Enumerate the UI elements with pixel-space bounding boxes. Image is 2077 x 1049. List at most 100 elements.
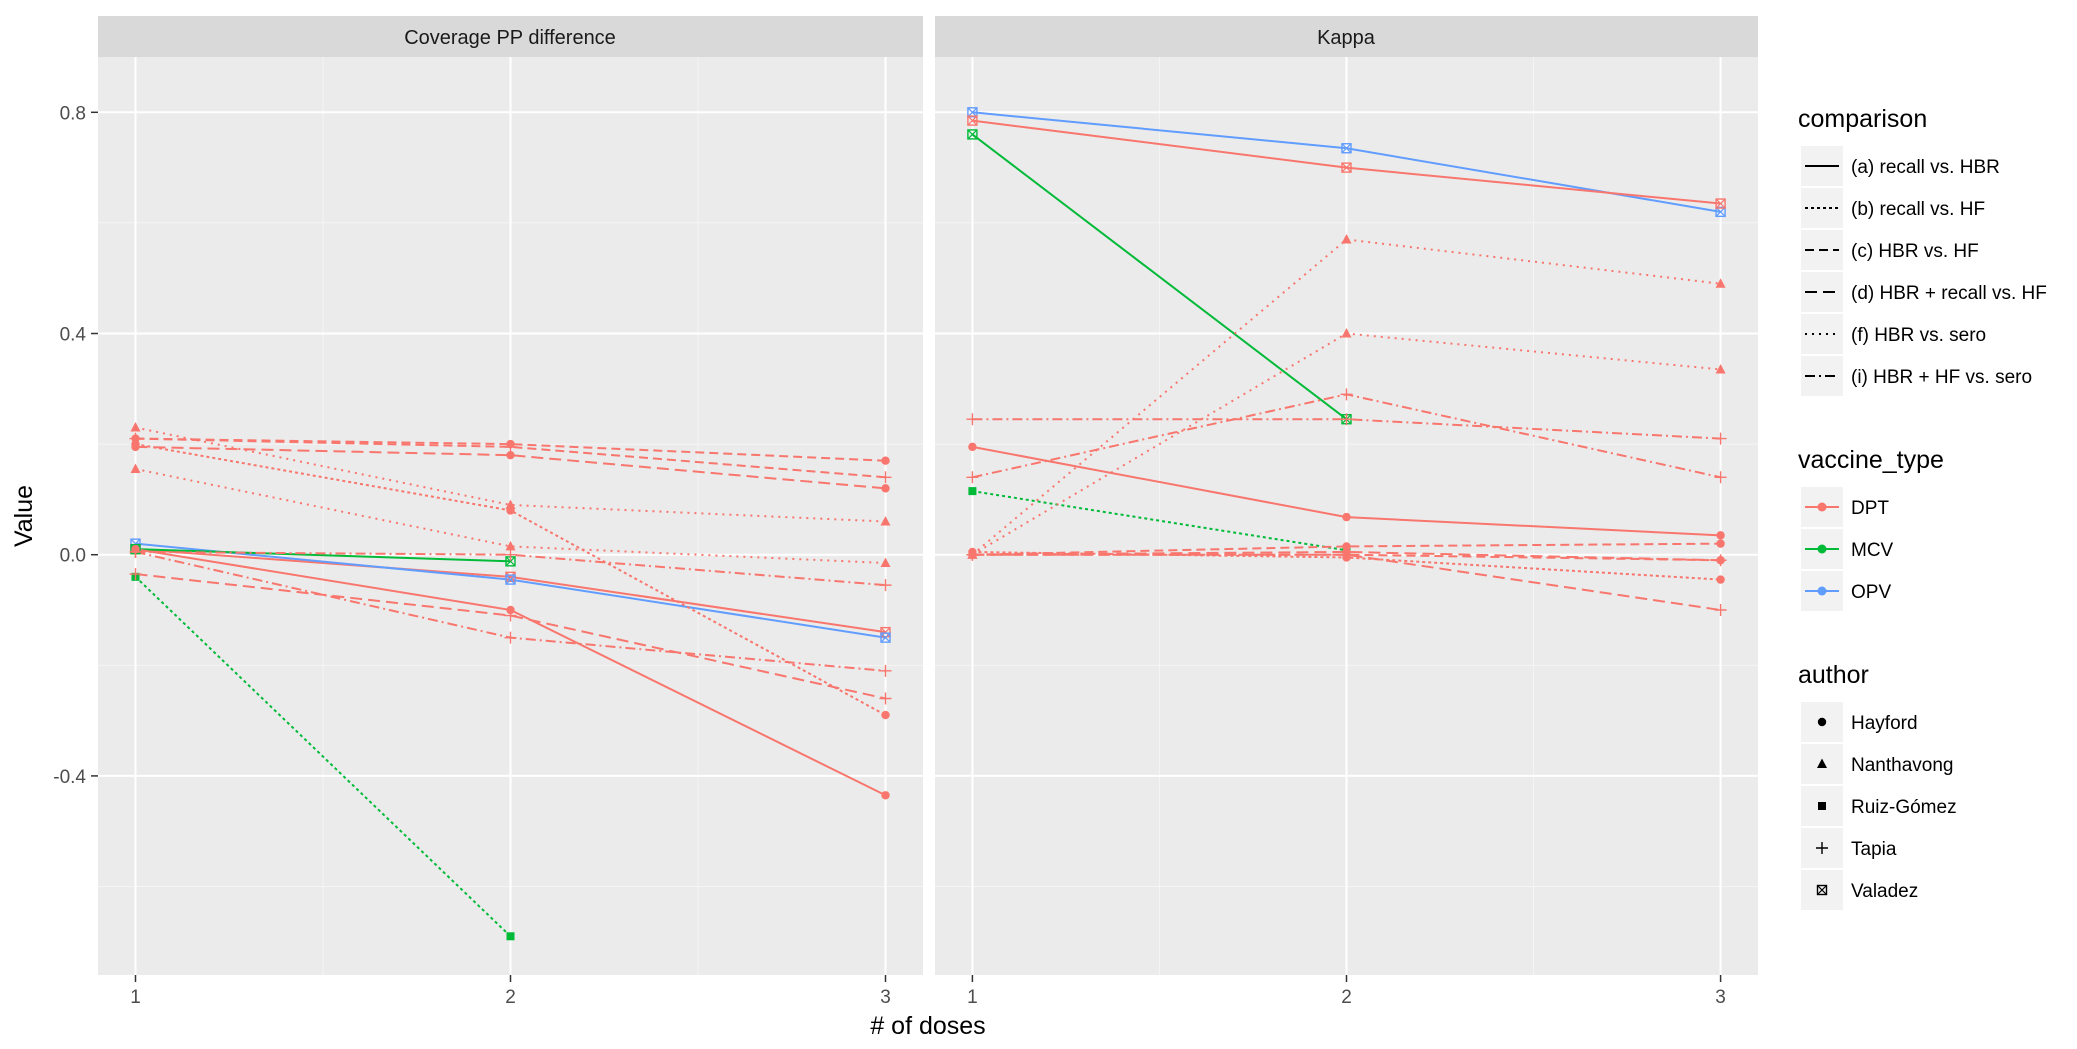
data-point-hayford-dpt-hbr-recall-vs-hf-3 <box>881 484 890 493</box>
data-point-hayford-dpt-recall-vs-hbr-3 <box>1716 531 1725 540</box>
data-point-nanthavong-dpt-hbr-vs-sero-2-1 <box>130 463 141 473</box>
data-point-tapia-dpt-hbr-hf-vs-sero-1-3 <box>1714 432 1727 445</box>
data-point-tapia-dpt-hbr-recall-vs-hf-2 <box>504 609 517 622</box>
x-axis-kappa: 1 2 3 <box>967 975 1726 1008</box>
series-line-valadez-mcv-recall-vs-hbr <box>971 133 1348 421</box>
data-point-tapia-dpt-hbr-hf-vs-sero-2-1 <box>966 471 979 484</box>
data-point-tapia-dpt-hbr-hf-vs-sero-2-3 <box>1714 471 1727 484</box>
x-tick-label: 1 <box>967 987 978 1008</box>
data-point-tapia-dpt-hbr-hf-vs-sero-2-2 <box>504 631 517 644</box>
legend-label-ruiz-gomez: Ruiz-Gómez <box>1851 797 1957 818</box>
y-tick-label: 0.8 <box>60 103 86 124</box>
data-point-valadez-dpt-recall-vs-hbr-3 <box>1715 198 1726 209</box>
legend-author: author Hayford Nanthavong Ruiz-Gómez Tapia Va… <box>1798 661 1957 910</box>
series-line-hayford-dpt-hbr-vs-hf <box>972 542 1721 556</box>
series-line-valadez-mcv-recall-vs-hbr <box>135 548 511 563</box>
data-point-valadez-opv-recall-vs-hbr-2 <box>505 574 516 585</box>
data-point-ruiz-gomez-mcv-recall-vs-hf-2 <box>506 932 515 941</box>
legend-label-d-hbr-recall-vs-hf: (d) HBR + recall vs. HF <box>1851 283 2047 304</box>
panel-coverage: Coverage PP difference <box>98 16 923 975</box>
data-point-tapia-dpt-hbr-hf-vs-sero-1-3 <box>879 579 892 592</box>
data-point-ruiz-gomez-mcv-recall-vs-hf-1 <box>968 487 977 496</box>
legend-vaccine-type: vaccine_type DPT MCV OPV <box>1798 446 1944 611</box>
series-points-kappa <box>966 107 1727 617</box>
legend-label-c-hbr-vs-hf: (c) HBR vs. HF <box>1851 241 1979 262</box>
legend-label-mcv: MCV <box>1851 540 1894 561</box>
series-points-coverage <box>129 422 892 941</box>
x-tick-label: 1 <box>130 987 141 1008</box>
data-point-valadez-opv-recall-vs-hbr-1 <box>967 107 978 118</box>
data-point-tapia-dpt-hbr-vs-hf-3 <box>879 471 892 484</box>
legend-comparison: comparison (a) recall vs. HBR (b) recall v… <box>1798 105 2047 396</box>
legend-key-shape-ruiz-gomez <box>1818 802 1826 810</box>
data-point-hayford-dpt-recall-vs-hbr-2 <box>1342 512 1351 522</box>
legend-key-point-opv <box>1817 586 1827 596</box>
data-point-valadez-opv-recall-vs-hbr-3 <box>1715 206 1726 218</box>
data-point-valadez-opv-recall-vs-hbr-2 <box>1341 143 1352 154</box>
legend-label-tapia: Tapia <box>1851 839 1897 860</box>
legend-key-shape-tapia <box>1816 842 1828 854</box>
legend-label-hayford: Hayford <box>1851 713 1918 734</box>
x-tick-label: 3 <box>1715 987 1726 1008</box>
data-point-tapia-dpt-hbr-hf-vs-sero-1-2 <box>504 548 517 561</box>
data-point-valadez-dpt-recall-vs-hbr-1 <box>967 115 978 126</box>
panel-title-coverage: Coverage PP difference <box>404 27 616 49</box>
data-point-hayford-dpt-recall-vs-hf-3 <box>881 710 890 720</box>
y-tick-label: 0.4 <box>60 325 87 346</box>
legend-title: author <box>1798 661 1869 689</box>
data-point-hayford-dpt-recall-vs-hbr-1 <box>968 442 977 452</box>
data-point-hayford-dpt-hbr-vs-hf-3 <box>881 456 890 465</box>
data-point-tapia-dpt-hbr-hf-vs-sero-1-1 <box>966 413 979 426</box>
data-point-hayford-dpt-hbr-recall-vs-hf-1 <box>131 442 140 452</box>
data-point-tapia-dpt-hbr-hf-vs-sero-2-3 <box>879 664 892 677</box>
legend-key-shape-hayford <box>1817 717 1827 727</box>
data-point-nanthavong-dpt-hbr-vs-sero-1-3 <box>880 516 891 526</box>
data-point-valadez-opv-recall-vs-hbr-3 <box>880 632 891 643</box>
data-point-tapia-dpt-hbr-vs-hf-1 <box>129 432 142 445</box>
y-axis-title: Value <box>10 485 38 547</box>
data-point-hayford-dpt-recall-vs-hbr-3 <box>881 791 890 800</box>
data-point-nanthavong-dpt-hbr-vs-sero-1-1 <box>130 422 141 432</box>
series-line-tapia-dpt-hbr-recall-vs-hf <box>135 573 886 700</box>
legend-label-dpt: DPT <box>1851 498 1889 519</box>
legend-label-opv: OPV <box>1851 582 1891 603</box>
panel-title-kappa: Kappa <box>1317 27 1376 49</box>
data-point-nanthavong-dpt-hbr-vs-sero-2-2 <box>1341 328 1352 338</box>
panel-kappa: Kappa <box>935 16 1758 975</box>
legend-label-valadez: Valadez <box>1851 881 1918 902</box>
data-point-tapia-dpt-hbr-recall-vs-hf-2 <box>1340 548 1353 561</box>
data-point-tapia-dpt-hbr-vs-hf-2 <box>504 440 517 453</box>
legend-key-point-mcv <box>1817 544 1827 554</box>
data-point-hayford-dpt-hbr-recall-vs-hf-3 <box>1716 556 1725 565</box>
data-point-tapia-dpt-hbr-hf-vs-sero-2-1 <box>129 545 142 558</box>
x-axis-title: # of doses <box>870 1012 985 1040</box>
data-point-valadez-mcv-recall-vs-hbr-1 <box>967 129 978 140</box>
data-point-hayford-dpt-hbr-vs-hf-3 <box>1716 539 1725 548</box>
legend-label-f-hbr-vs-sero: (f) HBR vs. sero <box>1851 325 1986 346</box>
y-axis: 0.8 0.4 0.0 -0.4 <box>53 103 98 788</box>
legend-key-shape-nanthavong <box>1817 758 1827 768</box>
x-axis-coverage: 1 2 3 <box>130 975 891 1008</box>
data-point-tapia-dpt-hbr-recall-vs-hf-3 <box>879 692 892 705</box>
y-tick-label: 0.0 <box>60 546 86 567</box>
legend-label-nanthavong: Nanthavong <box>1851 755 1953 776</box>
y-tick-label: -0.4 <box>53 767 86 788</box>
legend-label-a-recall-vs-hbr: (a) recall vs. HBR <box>1851 157 2000 178</box>
legend: comparison (a) recall vs. HBR (b) recall v… <box>1798 105 2047 910</box>
data-point-tapia-dpt-hbr-hf-vs-sero-1-2 <box>1340 413 1353 426</box>
x-tick-label: 2 <box>505 987 516 1008</box>
data-point-nanthavong-dpt-hbr-vs-sero-2-3 <box>880 557 891 568</box>
panel-strip-coverage <box>98 16 923 57</box>
data-point-nanthavong-dpt-hbr-vs-sero-1-2 <box>505 499 516 509</box>
legend-title: comparison <box>1798 105 1927 133</box>
series-line-ruiz-gomez-mcv-recall-vs-hf <box>134 576 512 938</box>
data-point-nanthavong-dpt-hbr-vs-sero-1-2 <box>1341 233 1352 244</box>
legend-key-point-dpt <box>1817 502 1827 512</box>
data-point-nanthavong-dpt-hbr-vs-sero-2-3 <box>1715 363 1726 374</box>
x-tick-label: 3 <box>880 987 891 1008</box>
data-point-nanthavong-dpt-hbr-vs-sero-2-1 <box>967 549 978 559</box>
series-line-nanthavong-dpt-hbr-vs-sero-1 <box>135 426 886 523</box>
data-point-tapia-dpt-hbr-recall-vs-hf-3 <box>1714 604 1727 617</box>
data-point-valadez-dpt-recall-vs-hbr-2 <box>1341 162 1352 173</box>
